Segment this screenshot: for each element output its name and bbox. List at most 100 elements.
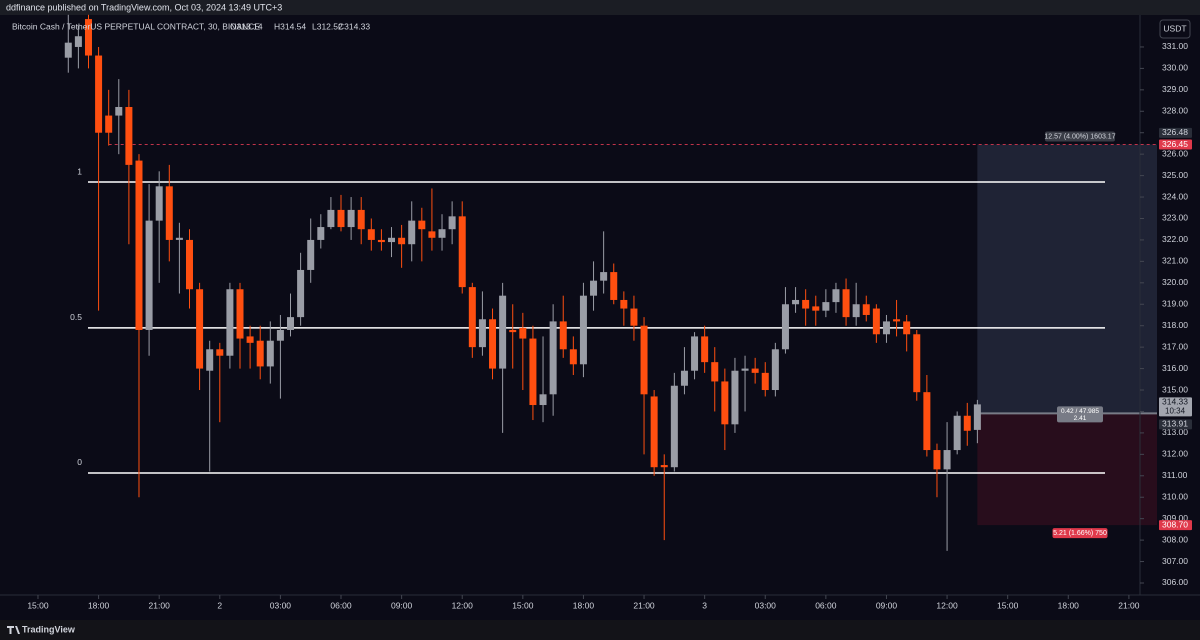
y-tick-label: 319.00	[1162, 299, 1188, 309]
target-text: 12.57 (4.00%) 1603.17	[1044, 133, 1115, 140]
candle-body	[155, 186, 163, 221]
y-tick-label: 312.00	[1162, 449, 1188, 459]
y-tick-label: 323.00	[1162, 213, 1188, 223]
y-tick-label: 310.00	[1162, 491, 1188, 501]
candle-body	[559, 321, 567, 350]
candle-body	[781, 304, 789, 350]
x-tick-label: 15:00	[512, 600, 534, 610]
candle-body	[680, 370, 688, 386]
candle-body	[913, 334, 921, 393]
candle-body	[337, 209, 345, 228]
candle-body	[862, 304, 870, 315]
y-tick-label: 308.00	[1162, 534, 1188, 544]
candle-body	[115, 106, 123, 116]
candle-body	[377, 239, 385, 243]
candle-body	[246, 336, 254, 343]
x-tick-label: 21:00	[1118, 600, 1140, 610]
candle-body	[872, 308, 880, 335]
fib-label: 0.5	[70, 312, 82, 322]
candle-body	[751, 368, 759, 373]
price-label-bg	[1159, 419, 1192, 430]
x-tick-label: 2	[217, 600, 222, 610]
candle-body	[317, 227, 325, 240]
candle-body	[509, 329, 517, 333]
stop-zone	[977, 413, 1157, 526]
logo-text: TradingView	[22, 624, 76, 634]
publish-bar	[0, 0, 1200, 15]
x-tick-label: 06:00	[815, 600, 837, 610]
currency-label[interactable]: USDT	[1163, 23, 1186, 33]
x-tick-label: 18:00	[88, 600, 110, 610]
center-text: 2.41	[1074, 415, 1087, 422]
y-tick-label: 325.00	[1162, 170, 1188, 180]
y-tick-label: 307.00	[1162, 556, 1188, 566]
candle-body	[943, 450, 951, 470]
candle-body	[196, 289, 204, 369]
stop-text-bg	[1052, 528, 1108, 539]
candle-body	[903, 321, 911, 335]
candle-body	[448, 216, 456, 230]
candle-body	[458, 216, 466, 288]
candle-body	[216, 349, 224, 356]
x-tick-label: 21:00	[633, 600, 655, 610]
x-tick-label: 03:00	[755, 600, 777, 610]
candle-body	[468, 287, 476, 348]
y-tick-label: 315.00	[1162, 384, 1188, 394]
candle-body	[175, 237, 183, 240]
candle-body	[812, 306, 820, 311]
candle-body	[307, 239, 315, 270]
fib-label: 1	[77, 166, 82, 176]
candle-body	[600, 272, 608, 281]
candle-body	[963, 415, 971, 431]
x-tick-label: 18:00	[1058, 600, 1080, 610]
candle-body	[741, 368, 749, 371]
candle-body	[529, 338, 537, 406]
y-tick-label: 309.00	[1162, 513, 1188, 523]
ohlc-close: C314.33	[338, 21, 370, 31]
candle-body	[266, 340, 274, 367]
center-box	[1057, 406, 1103, 423]
y-tick-label: 329.00	[1162, 84, 1188, 94]
ohlc-high: H314.54	[274, 21, 306, 31]
candle-body	[620, 299, 628, 309]
price-label-bg	[1159, 397, 1192, 417]
candle-body	[388, 237, 396, 243]
x-tick-label: 3	[702, 600, 707, 610]
y-tick-label: 322.00	[1162, 234, 1188, 244]
candle-body	[408, 220, 416, 245]
candle-body	[549, 321, 557, 395]
candle-body	[367, 229, 375, 240]
candle-body	[357, 209, 365, 230]
price-label: 314.33	[1162, 397, 1188, 407]
candle-body	[761, 372, 769, 391]
candle-body	[670, 385, 678, 468]
candle-body	[185, 239, 193, 290]
price-label: 308.70	[1162, 519, 1188, 529]
candle-body	[933, 450, 941, 470]
y-tick-label: 320.00	[1162, 277, 1188, 287]
candle-body	[105, 115, 113, 133]
candle-body	[418, 220, 426, 230]
y-tick-label: 330.00	[1162, 63, 1188, 73]
y-tick-label: 324.00	[1162, 191, 1188, 201]
x-tick-label: 09:00	[391, 600, 413, 610]
candle-body	[802, 299, 810, 309]
fib-label: 0	[77, 457, 82, 467]
price-label: 313.91	[1162, 419, 1188, 429]
currency-button[interactable]	[1159, 19, 1191, 39]
y-tick-label: 321.00	[1162, 256, 1188, 266]
x-tick-label: 09:00	[876, 600, 898, 610]
candle-body	[953, 415, 961, 451]
candle-body	[95, 55, 103, 133]
candle-body	[276, 329, 284, 341]
y-tick-label: 316.00	[1162, 363, 1188, 373]
candle-body	[893, 319, 901, 322]
candle-body	[499, 295, 507, 369]
candle-body	[165, 186, 173, 240]
x-tick-label: 21:00	[149, 600, 171, 610]
price-label-bg	[1159, 139, 1192, 150]
candle-body	[478, 319, 486, 348]
y-tick-label: 313.00	[1162, 427, 1188, 437]
symbol-text: Bitcoin Cash / TetherUS PERPETUAL CONTRA…	[12, 21, 260, 31]
